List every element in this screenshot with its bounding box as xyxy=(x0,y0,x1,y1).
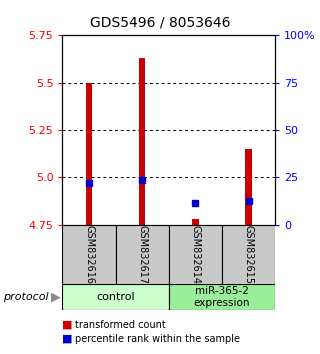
Bar xyxy=(222,225,275,285)
Bar xyxy=(116,225,169,285)
Text: GSM832616: GSM832616 xyxy=(84,225,94,284)
Text: ■: ■ xyxy=(62,320,73,330)
Bar xyxy=(169,284,275,310)
Bar xyxy=(169,225,222,285)
Text: miR-365-2
expression: miR-365-2 expression xyxy=(194,286,250,308)
Text: ■: ■ xyxy=(62,334,73,344)
Bar xyxy=(192,219,199,225)
Text: GSM832617: GSM832617 xyxy=(137,225,147,285)
Text: GDS5496 / 8053646: GDS5496 / 8053646 xyxy=(90,16,230,30)
Text: percentile rank within the sample: percentile rank within the sample xyxy=(75,334,240,344)
Text: GSM832615: GSM832615 xyxy=(244,225,254,285)
Bar xyxy=(62,225,116,285)
Bar xyxy=(245,149,252,225)
Text: control: control xyxy=(96,292,135,302)
Text: ▶: ▶ xyxy=(51,291,61,303)
Text: transformed count: transformed count xyxy=(75,320,166,330)
Bar xyxy=(86,83,92,225)
Text: protocol: protocol xyxy=(3,292,49,302)
Text: GSM832614: GSM832614 xyxy=(190,225,200,284)
Bar xyxy=(139,58,145,225)
Bar xyxy=(62,284,169,310)
